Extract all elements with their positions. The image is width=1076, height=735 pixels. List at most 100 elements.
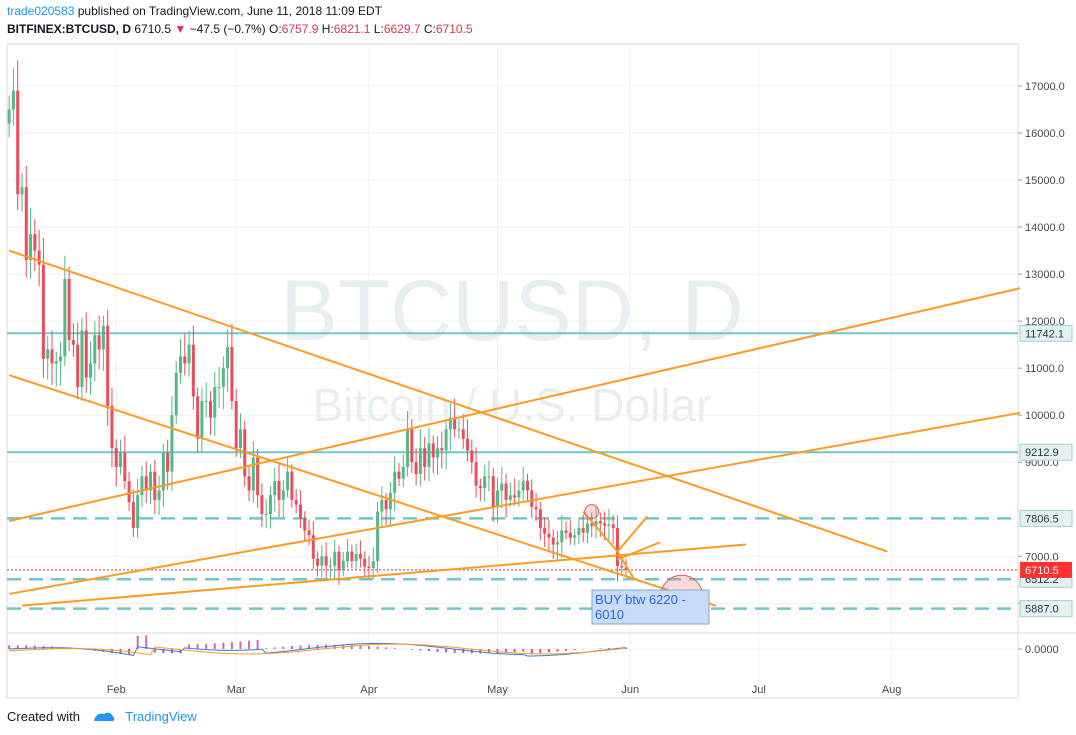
- candle-down[interactable]: [16, 90, 20, 195]
- candle-up[interactable]: [427, 443, 431, 467]
- candle-down[interactable]: [208, 401, 212, 418]
- candle-down[interactable]: [551, 537, 555, 545]
- candle-down[interactable]: [603, 523, 607, 526]
- candle-down[interactable]: [256, 457, 260, 496]
- candle-up[interactable]: [444, 429, 448, 451]
- candle-down[interactable]: [110, 405, 114, 449]
- candle-down[interactable]: [316, 558, 320, 566]
- candle-down[interactable]: [470, 450, 474, 463]
- candle-down[interactable]: [598, 521, 602, 524]
- candle-up[interactable]: [213, 386, 217, 418]
- candle-up[interactable]: [354, 553, 358, 562]
- candle-down[interactable]: [358, 553, 362, 559]
- trend-line[interactable]: [8, 287, 1021, 523]
- candle-up[interactable]: [29, 234, 33, 261]
- candle-down[interactable]: [153, 471, 157, 500]
- candle-down[interactable]: [166, 452, 170, 472]
- highlight-circle[interactable]: [584, 504, 600, 520]
- candle-up[interactable]: [346, 551, 350, 562]
- candle-up[interactable]: [406, 429, 410, 467]
- candle-up[interactable]: [59, 356, 63, 362]
- pattern-line[interactable]: [616, 551, 636, 581]
- candle-up[interactable]: [273, 481, 277, 496]
- candle-up[interactable]: [93, 335, 97, 364]
- candle-up[interactable]: [80, 330, 84, 387]
- buy-annotation[interactable]: BUY btw 6220 - 6010: [591, 589, 710, 625]
- candle-up[interactable]: [333, 551, 337, 566]
- candle-down[interactable]: [234, 401, 238, 449]
- symbol-label[interactable]: BITFINEX:BTCUSD, D: [7, 22, 131, 36]
- candle-down[interactable]: [620, 566, 624, 568]
- candle-down[interactable]: [277, 481, 281, 500]
- candle-up[interactable]: [286, 471, 290, 491]
- candle-up[interactable]: [436, 448, 440, 458]
- candle-up[interactable]: [238, 429, 242, 449]
- candle-up[interactable]: [149, 471, 153, 491]
- candle-up[interactable]: [508, 495, 512, 500]
- candle-down[interactable]: [530, 490, 534, 507]
- candle-up[interactable]: [268, 495, 272, 514]
- candle-down[interactable]: [50, 349, 54, 364]
- candle-down[interactable]: [97, 335, 101, 350]
- candle-down[interactable]: [504, 483, 508, 500]
- candle-down[interactable]: [298, 504, 302, 519]
- candle-down[interactable]: [367, 566, 371, 569]
- candle-up[interactable]: [320, 556, 324, 566]
- candle-up[interactable]: [585, 523, 589, 533]
- candle-up[interactable]: [341, 561, 345, 571]
- candle-down[interactable]: [337, 551, 341, 571]
- candle-down[interactable]: [543, 528, 547, 534]
- candle-down[interactable]: [114, 448, 118, 467]
- candle-down[interactable]: [525, 481, 529, 491]
- candle-up[interactable]: [119, 452, 123, 467]
- candle-down[interactable]: [615, 528, 619, 567]
- candle-down[interactable]: [363, 558, 367, 567]
- candle-up[interactable]: [63, 278, 67, 357]
- candle-down[interactable]: [611, 524, 615, 529]
- candle-up[interactable]: [496, 490, 500, 507]
- candle-down[interactable]: [564, 530, 568, 533]
- tradingview-brand-link[interactable]: TradingView: [125, 709, 197, 724]
- candle-up[interactable]: [500, 483, 504, 491]
- candle-up[interactable]: [226, 347, 230, 369]
- candle-down[interactable]: [423, 448, 427, 467]
- candle-down[interactable]: [414, 462, 418, 474]
- candle-up[interactable]: [54, 361, 58, 364]
- candle-down[interactable]: [247, 476, 251, 491]
- candle-down[interactable]: [324, 556, 328, 566]
- candle-up[interactable]: [388, 492, 392, 510]
- candle-up[interactable]: [281, 490, 285, 500]
- candle-up[interactable]: [594, 521, 598, 526]
- candle-down[interactable]: [581, 528, 585, 533]
- candle-down[interactable]: [41, 264, 45, 359]
- candle-down[interactable]: [461, 429, 465, 439]
- candle-down[interactable]: [303, 518, 307, 531]
- candle-up[interactable]: [11, 90, 15, 110]
- candle-up[interactable]: [251, 457, 255, 491]
- candle-up[interactable]: [221, 368, 225, 387]
- author-link[interactable]: trade020583: [7, 4, 75, 18]
- candle-up[interactable]: [20, 187, 24, 195]
- candle-down[interactable]: [466, 438, 470, 451]
- candle-down[interactable]: [67, 278, 71, 340]
- candle-down[interactable]: [24, 187, 28, 261]
- candle-up[interactable]: [136, 495, 140, 529]
- candle-up[interactable]: [161, 452, 165, 491]
- candle-down[interactable]: [410, 429, 414, 463]
- candle-down[interactable]: [453, 417, 457, 430]
- candle-down[interactable]: [384, 499, 388, 510]
- candle-up[interactable]: [577, 528, 581, 536]
- candle-up[interactable]: [517, 490, 521, 498]
- candle-down[interactable]: [397, 471, 401, 479]
- candle-up[interactable]: [178, 356, 182, 373]
- candle-down[interactable]: [350, 551, 354, 562]
- candle-down[interactable]: [311, 535, 315, 559]
- candle-down[interactable]: [33, 234, 37, 251]
- candle-down[interactable]: [440, 448, 444, 451]
- candle-down[interactable]: [76, 344, 80, 387]
- candle-up[interactable]: [157, 490, 161, 500]
- candle-down[interactable]: [478, 485, 482, 489]
- candle-down[interactable]: [547, 533, 551, 538]
- candle-down[interactable]: [123, 452, 127, 482]
